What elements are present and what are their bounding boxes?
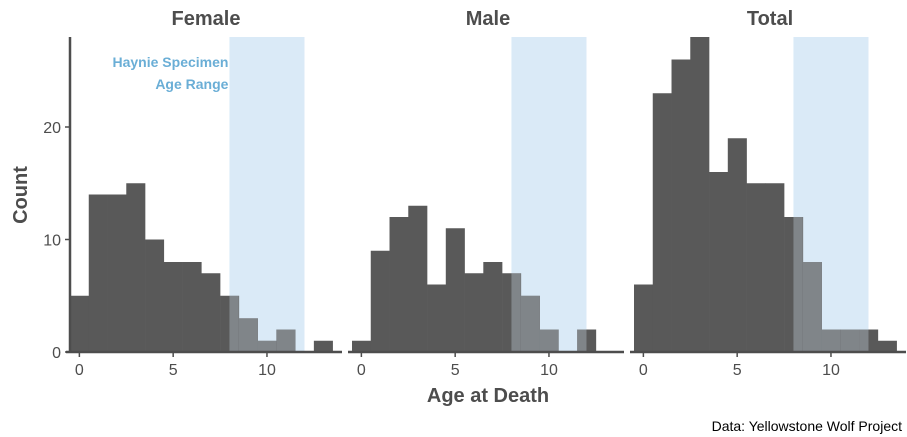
highlight-overlay — [859, 329, 869, 352]
panel-total: 0 5 10 Total — [630, 8, 906, 379]
highlight-band — [229, 37, 305, 352]
histogram-bar — [709, 172, 729, 352]
y-tick-label: 10 — [43, 233, 61, 250]
histogram-bar — [483, 262, 503, 352]
highlight-overlay — [793, 217, 803, 352]
highlight-overlay — [520, 295, 540, 352]
histogram-bar — [276, 329, 296, 352]
histogram-bar — [220, 295, 240, 352]
histogram-bar — [352, 340, 372, 352]
histogram-bar — [671, 59, 691, 352]
histogram-bar — [577, 329, 597, 352]
histogram-bar — [690, 37, 710, 352]
histogram-bar — [727, 138, 747, 352]
panel-male: 0 5 10 Male — [348, 8, 624, 379]
histogram-bar — [634, 284, 654, 352]
histogram-bar — [201, 273, 221, 352]
histogram-bar — [877, 340, 897, 352]
histogram-bar — [784, 217, 804, 352]
x-tick-label: 10 — [822, 362, 840, 379]
y-tick-label: 20 — [43, 120, 61, 137]
panel-title: Male — [466, 8, 510, 30]
highlight-overlay — [802, 262, 822, 352]
highlight-overlay — [257, 340, 277, 352]
highlight-overlay — [511, 273, 521, 352]
histogram-bar — [445, 228, 465, 352]
histogram-bar — [652, 93, 672, 352]
histogram-bar — [182, 262, 202, 352]
highlight-overlay — [577, 329, 587, 352]
highlight-overlay — [840, 329, 860, 352]
panel-title: Female — [172, 8, 241, 30]
highlight-overlay — [539, 329, 559, 352]
histogram-bar — [502, 273, 522, 352]
y-tick-label: 0 — [52, 345, 61, 362]
histogram-bar — [389, 217, 409, 352]
x-tick-label: 0 — [75, 362, 84, 379]
histogram-bar — [238, 318, 258, 352]
highlight-overlay — [821, 329, 841, 352]
histogram-bar — [408, 205, 428, 352]
x-tick-label: 5 — [733, 362, 742, 379]
histogram-bar — [859, 329, 879, 352]
histogram-bar — [746, 183, 766, 352]
histogram-bar — [821, 329, 841, 352]
histogram-bar — [163, 262, 183, 352]
histogram-bar — [70, 295, 90, 352]
histogram-bar — [539, 329, 559, 352]
histogram-bar — [370, 250, 390, 352]
highlight-overlay — [238, 318, 258, 352]
panel-female: 0 5 10 Female Haynie Specimen Age Range — [66, 8, 342, 379]
x-tick-label: 10 — [258, 362, 276, 379]
highlight-overlay — [276, 329, 296, 352]
histogram-bar — [257, 340, 277, 352]
histogram-bar — [802, 262, 822, 352]
highlight-overlay — [229, 295, 239, 352]
histogram-bar — [313, 340, 333, 352]
histogram-bar — [464, 273, 484, 352]
x-tick-label: 5 — [169, 362, 178, 379]
histogram-bar — [765, 183, 785, 352]
histogram-bar — [126, 183, 146, 352]
x-tick-label: 10 — [540, 362, 558, 379]
histogram-bar — [88, 194, 108, 352]
histogram-bar — [145, 239, 165, 352]
histogram-bar — [520, 295, 540, 352]
x-tick-label: 5 — [451, 362, 460, 379]
x-tick-label: 0 — [357, 362, 366, 379]
panel-title: Total — [747, 8, 793, 30]
highlight-label: Haynie Specimen — [113, 54, 229, 70]
histogram-bar — [107, 194, 127, 352]
x-tick-label: 0 — [639, 362, 648, 379]
y-axis-title: Count — [10, 166, 32, 224]
x-axis-title: Age at Death — [427, 385, 549, 407]
histogram-bar — [840, 329, 860, 352]
highlight-label: Age Range — [155, 76, 228, 92]
histogram-bar — [427, 284, 447, 352]
caption: Data: Yellowstone Wolf Project — [712, 418, 903, 434]
